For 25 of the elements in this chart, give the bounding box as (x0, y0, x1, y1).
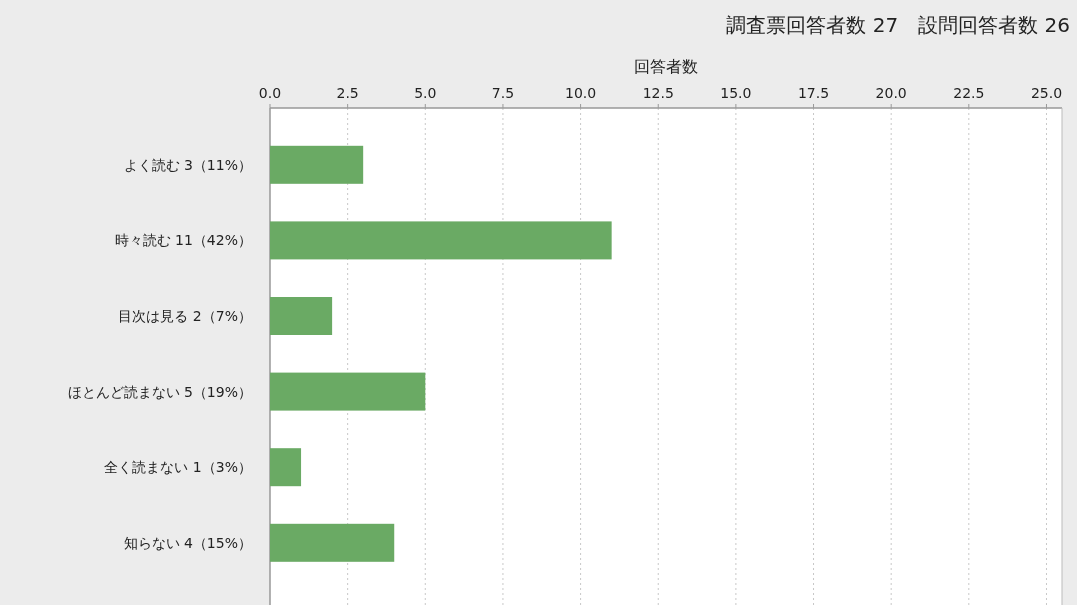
y-tick-label: 目次は見る 2（7%） (118, 308, 252, 324)
x-tick-label: 15.0 (720, 85, 752, 101)
x-tick-label: 7.5 (491, 85, 515, 101)
bar (270, 221, 612, 260)
x-tick-label: 25.0 (1030, 85, 1063, 101)
y-tick-label: 知らない 4（15%） (123, 534, 252, 551)
x-tick-label: 2.5 (336, 85, 359, 101)
x-tick-label: 20.0 (875, 85, 907, 101)
chart-title: 調査票回答者数 27 設問回答者数 26 (726, 13, 1070, 37)
y-tick-label: よく読む 3（11%） (123, 156, 252, 173)
x-tick-label: 12.5 (642, 85, 674, 101)
bar (270, 523, 395, 562)
y-tick-label: ほとんど読まない 5（19%） (67, 383, 252, 400)
bar (270, 297, 333, 335)
bar (270, 448, 302, 487)
x-tick-label: 5.0 (414, 85, 437, 101)
x-tick-label: 22.5 (953, 85, 985, 101)
y-tick-label: 時々読む 11（42%） (114, 232, 252, 249)
x-tick-label: 10.0 (565, 85, 597, 101)
x-tick-label: 17.5 (797, 85, 830, 101)
bar (270, 372, 426, 411)
y-tick-label: 全く読まない 1（3%） (104, 459, 252, 476)
x-axis-title: 回答者数 (634, 57, 698, 76)
x-tick-label: 0.0 (258, 85, 282, 101)
bar (270, 145, 364, 184)
